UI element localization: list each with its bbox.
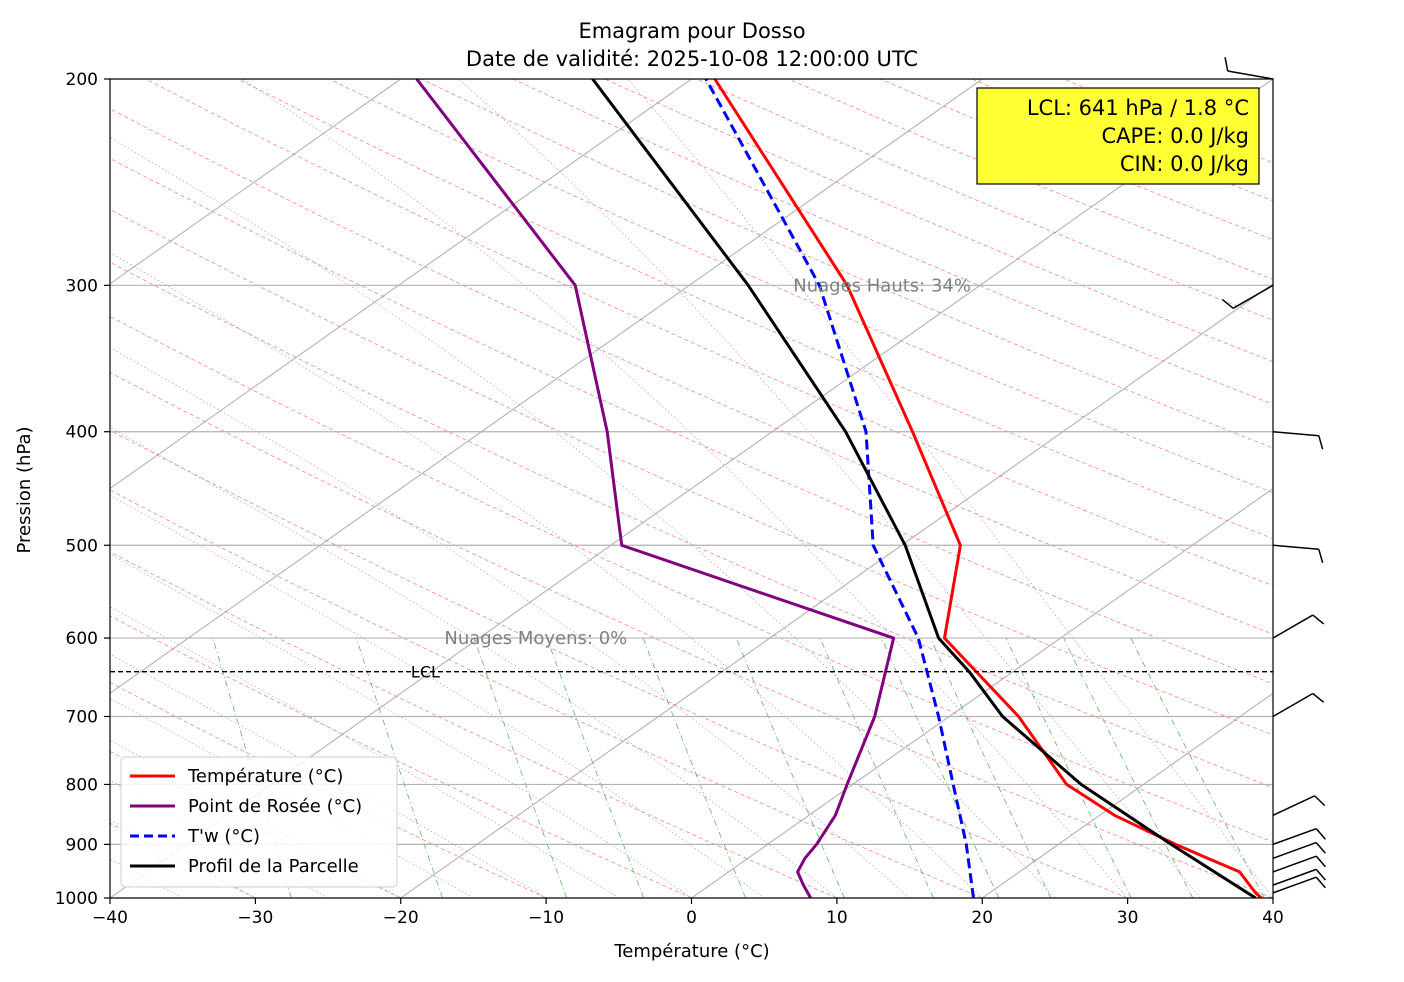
y-tick-label: 600 [66,629,98,649]
legend-label: Température (°C) [187,766,343,787]
x-tick-label: 10 [826,908,848,928]
x-tick-label: −40 [92,908,128,928]
y-tick-label: 700 [66,707,98,727]
info-box: LCL: 641 hPa / 1.8 °C CAPE: 0.0 J/kg CIN… [977,88,1259,184]
x-tick-label: 30 [1117,908,1139,928]
chart-title: Emagram pour Dosso [578,19,805,43]
info-lcl: LCL: 641 hPa / 1.8 °C [1027,96,1249,120]
legend-label: Profil de la Parcelle [188,856,359,877]
legend: Température (°C) Point de Rosée (°C) T'w (… [121,757,397,887]
y-tick-label: 400 [66,423,98,443]
info-cape: CAPE: 0.0 J/kg [1101,124,1249,148]
chart-subtitle: Date de validité: 2025-10-08 12:00:00 UT… [466,47,918,71]
y-tick-label: 500 [66,536,98,556]
y-tick-label: 200 [66,70,98,90]
x-tick-label: 0 [686,908,697,928]
lcl-label: LCL [411,663,440,682]
x-tick-label: 40 [1262,908,1284,928]
legend-label: T'w (°C) [187,826,260,847]
x-tick-label: −10 [528,908,564,928]
y-axis-label: Pression (hPa) [14,426,35,553]
y-tick-label: 300 [66,276,98,296]
y-tick-label: 800 [66,775,98,795]
y-tick-label: 1000 [55,889,98,909]
y-tick-label: 900 [66,835,98,855]
legend-label: Point de Rosée (°C) [188,796,362,817]
x-tick-label: 20 [971,908,993,928]
info-cin: CIN: 0.0 J/kg [1120,152,1249,176]
x-axis-label: Température (°C) [613,941,769,962]
x-tick-label: −20 [383,908,419,928]
cloud-annotation: Nuages Moyens: 0% [444,628,627,649]
cloud-annotation: Nuages Hauts: 34% [793,275,971,296]
x-tick-label: −30 [237,908,273,928]
